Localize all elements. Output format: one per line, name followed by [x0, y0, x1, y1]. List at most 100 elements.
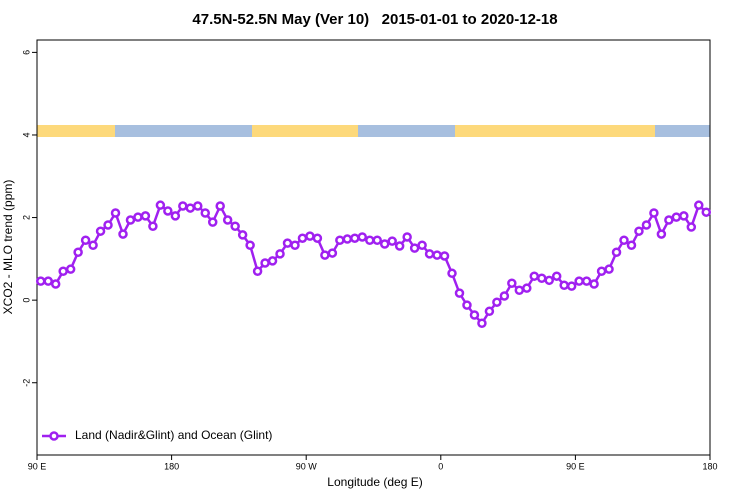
data-point: [148, 221, 158, 231]
data-point: [649, 208, 659, 218]
data-point: [88, 240, 98, 250]
data-point: [469, 310, 480, 320]
x-tick-label: 180: [164, 461, 179, 471]
data-point: [305, 231, 315, 241]
data-point: [499, 291, 510, 301]
data-point: [185, 203, 196, 213]
data-point: [447, 268, 457, 279]
data-point: [372, 235, 382, 246]
data-point: [193, 201, 203, 211]
data-point: [387, 236, 397, 246]
land-ocean-band: [37, 125, 710, 137]
data-point: [611, 247, 622, 257]
data-point: [80, 235, 91, 246]
data-point: [589, 279, 599, 289]
data-point: [65, 264, 76, 274]
data-point: [559, 280, 569, 291]
data-point: [200, 208, 210, 218]
data-point: [35, 276, 46, 286]
data-point: [619, 235, 629, 246]
y-tick-label: -2: [21, 379, 31, 387]
x-tick-label: 180: [702, 461, 717, 471]
data-point: [626, 240, 637, 250]
data-point: [342, 234, 353, 244]
data-point: [312, 233, 323, 243]
data-point: [320, 250, 330, 260]
data-point: [417, 240, 427, 250]
data-point: [140, 211, 151, 221]
data-point: [394, 241, 405, 251]
y-tick-label: 0: [21, 298, 31, 303]
data-point: [574, 276, 584, 286]
x-axis-label: Longitude (deg E): [327, 475, 422, 489]
data-point: [267, 256, 278, 266]
data-point: [484, 306, 495, 317]
data-point: [260, 258, 270, 268]
data-point: [492, 297, 502, 307]
data-point: [641, 220, 652, 230]
data-point: [537, 273, 547, 284]
data-point: [230, 221, 240, 231]
data-point: [275, 249, 285, 259]
y-tick-label: 6: [21, 50, 31, 55]
data-point: [424, 249, 435, 259]
data-point: [170, 211, 181, 221]
data-point: [566, 281, 577, 291]
data-point: [245, 240, 255, 250]
data-point: [604, 264, 614, 274]
data-point: [118, 229, 128, 239]
data-point: [379, 239, 390, 249]
y-tick-label: 2: [21, 215, 31, 220]
data-point: [282, 238, 293, 248]
data-point: [350, 233, 360, 243]
data-point: [454, 288, 465, 298]
data-point: [634, 226, 644, 236]
data-point: [432, 250, 442, 260]
data-point: [163, 206, 173, 216]
data-point: [297, 233, 308, 243]
data-point: [596, 266, 607, 276]
data-point: [462, 300, 472, 310]
data-point: [544, 275, 554, 286]
data-point: [357, 232, 368, 242]
data-point: [327, 248, 338, 258]
series-line: [40, 202, 708, 326]
data-point: [50, 279, 61, 289]
data-point: [439, 251, 450, 261]
data-point: [694, 200, 704, 210]
data-point: [507, 278, 517, 288]
legend-label: Land (Nadir&Glint) and Ocean (Glint): [75, 428, 272, 442]
legend-marker: [49, 431, 59, 441]
y-tick-label: 4: [21, 132, 31, 137]
x-tick-label: 90 E: [566, 461, 585, 471]
data-point: [686, 222, 697, 232]
data-point: [522, 283, 532, 293]
y-axis-label: XCO2 - MLO trend (ppm): [1, 180, 15, 315]
x-tick-label: 0: [438, 461, 443, 471]
data-point: [207, 217, 218, 227]
data-point: [365, 235, 375, 246]
data-point: [701, 207, 712, 217]
data-point: [73, 247, 83, 257]
data-point: [103, 220, 113, 230]
data-point: [222, 215, 233, 225]
data-point: [252, 266, 263, 276]
data-point: [110, 208, 121, 218]
data-point: [581, 276, 592, 286]
data-point: [529, 271, 540, 281]
data-point: [409, 243, 420, 253]
data-point: [551, 271, 562, 281]
data-point: [664, 215, 674, 225]
data-point: [178, 201, 188, 211]
data-point: [679, 211, 689, 221]
data-point: [656, 229, 667, 239]
data-point: [58, 266, 68, 276]
data-point: [514, 285, 525, 295]
data-point: [671, 212, 682, 222]
data-point: [125, 215, 136, 225]
x-tick-label: 90 E: [28, 461, 47, 471]
data-point: [477, 318, 487, 329]
data-point: [237, 230, 248, 240]
data-point: [402, 232, 412, 242]
